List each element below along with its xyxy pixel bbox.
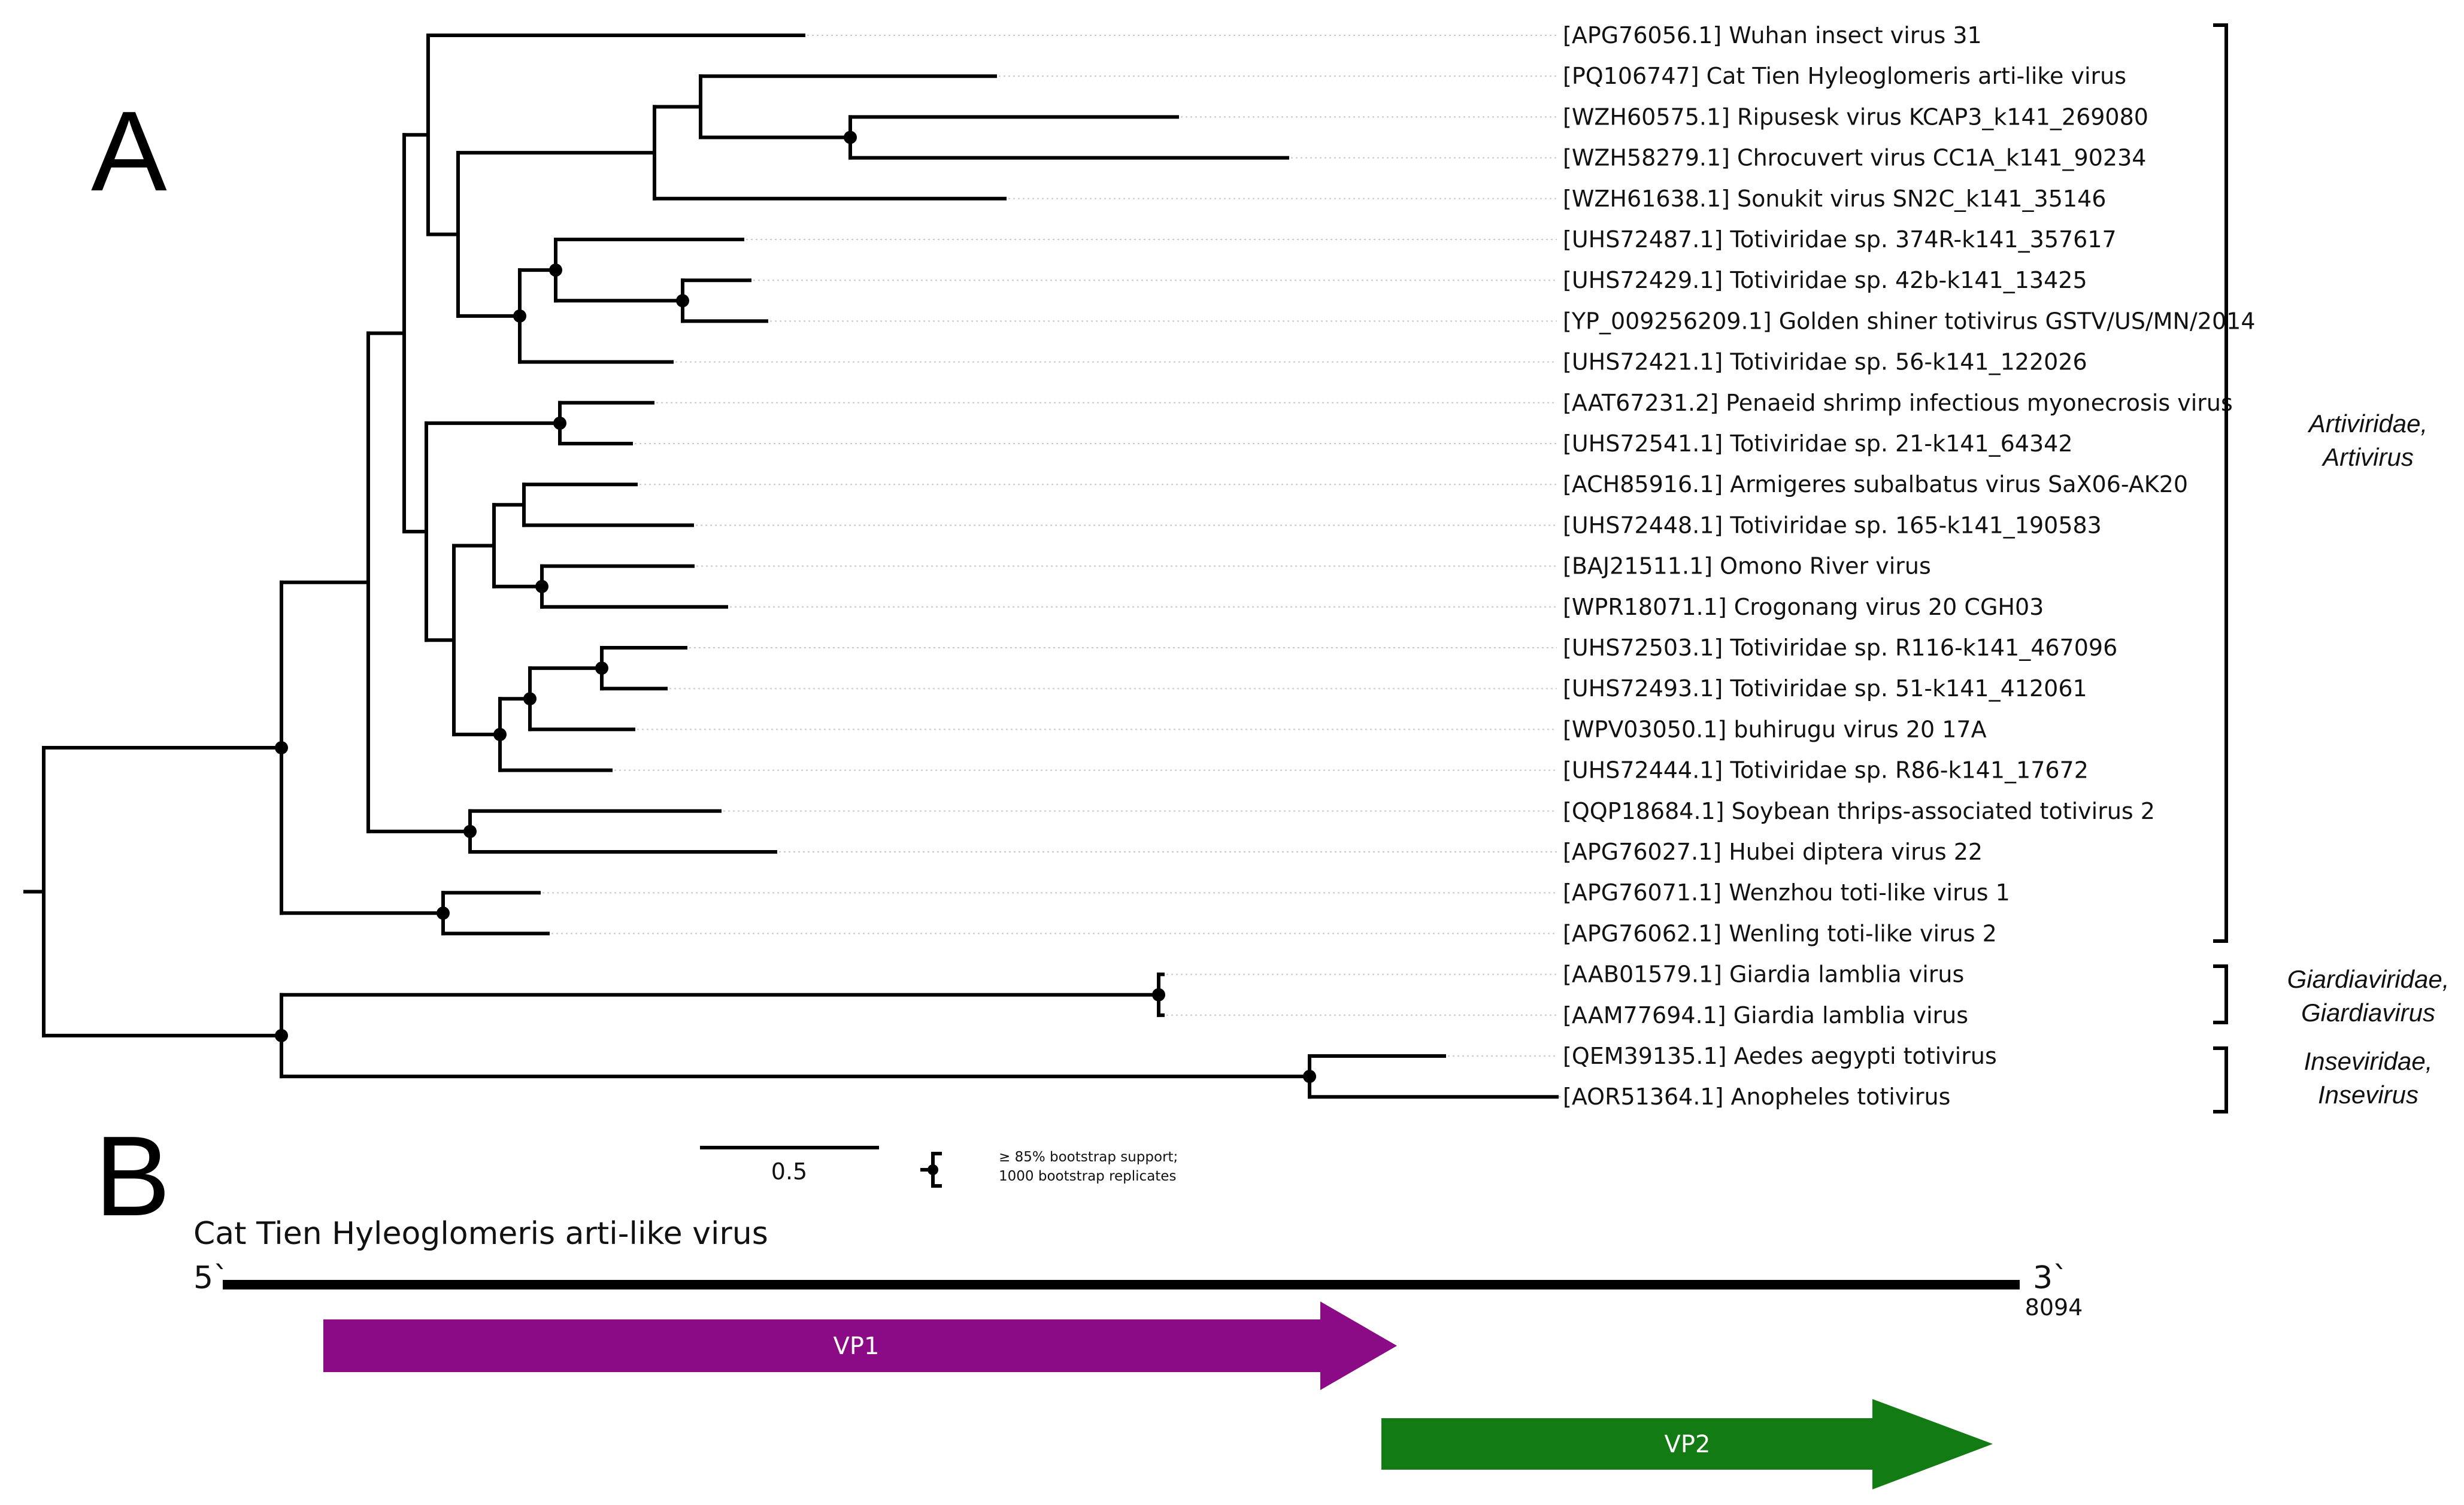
- leaf-label: [AOR51364.1] Anopheles totivirus: [1563, 1084, 1950, 1110]
- genome-length-label: 8094: [2025, 1294, 2083, 1321]
- gene-label-vp1: VP1: [834, 1333, 880, 1360]
- leaf-label: [QQP18684.1] Soybean thrips-associated t…: [1563, 798, 2155, 824]
- leaf-label: [AAT67231.2] Penaeid shrimp infectious m…: [1563, 390, 2233, 416]
- tree-branches: [23, 34, 1559, 1099]
- clade-genus-label: Giardiavirus: [2301, 999, 2435, 1027]
- leaf-label: [UHS72421.1] Totiviridae sp. 56-k141_122…: [1563, 349, 2087, 375]
- bootstrap-node-dot: [523, 692, 537, 706]
- bootstrap-node-dot: [1152, 988, 1165, 1002]
- leaf-label: [WZH60575.1] Ripusesk virus KCAP3_k141_2…: [1563, 104, 2148, 130]
- bootstrap-node-dot: [549, 263, 562, 277]
- clade-giardiaviridae: Giardiaviridae, Giardiavirus: [2213, 964, 2450, 1027]
- leaf-label: [WZH61638.1] Sonukit virus SN2C_k141_351…: [1563, 186, 2106, 212]
- leaf-label: [UHS72448.1] Totiviridae sp. 165-k141_19…: [1563, 512, 2102, 538]
- bootstrap-node-dot: [275, 741, 288, 755]
- clade-genus-label: Insevirus: [2318, 1081, 2418, 1109]
- bootstrap-node-dot: [493, 727, 507, 741]
- leaf-label: [UHS72444.1] Totiviridae sp. R86-k141_17…: [1563, 757, 2089, 784]
- genome-map: Cat Tien Hyleoglomeris arti-like virus 5…: [193, 1216, 2083, 1489]
- leaf-label: [AAB01579.1] Giardia lamblia virus: [1563, 961, 1964, 988]
- panel-a-label: A: [91, 88, 167, 215]
- leaf-label: [YP_009256209.1] Golden shiner totivirus…: [1563, 308, 2256, 334]
- leaf-labels: [APG76056.1] Wuhan insect virus 31 [PQ106…: [1563, 22, 2256, 1110]
- legend-line-2: 1000 bootstrap replicates: [999, 1169, 1176, 1184]
- clade-family-label: Inseviridae,: [2304, 1047, 2433, 1075]
- bootstrap-node-dot: [437, 906, 450, 920]
- leaf-label: [WPV03050.1] buhirugu virus 20 17A: [1563, 716, 1987, 742]
- leaf-label-highlighted: [PQ106747] Cat Tien Hyleoglomeris arti-l…: [1563, 63, 2126, 89]
- clade-bracket: [2213, 23, 2228, 943]
- gene-label-vp2: VP2: [1665, 1431, 1711, 1458]
- bootstrap-node-dot: [513, 309, 526, 323]
- bootstrap-node-dot: [676, 294, 689, 308]
- leaf-label: [APG76071.1] Wenzhou toti-like virus 1: [1563, 879, 2010, 906]
- leader-lines: [542, 35, 1560, 1098]
- leaf-label: [QEM39135.1] Aedes aegypti totivirus: [1563, 1043, 1997, 1069]
- clade-artiviridae: Artiviridae, Artivirus: [2213, 23, 2427, 943]
- bootstrap-node-dot: [463, 824, 477, 838]
- clade-family-label: Artiviridae,: [2307, 409, 2427, 438]
- leaf-label: [UHS72503.1] Totiviridae sp. R116-k141_4…: [1563, 635, 2117, 661]
- leaf-label: [UHS72429.1] Totiviridae sp. 42b-k141_13…: [1563, 267, 2087, 293]
- clade-family-label: Giardiaviridae,: [2287, 965, 2450, 993]
- leaf-label: [UHS72493.1] Totiviridae sp. 51-k141_412…: [1563, 675, 2087, 702]
- genome-title: Cat Tien Hyleoglomeris arti-like virus: [193, 1216, 768, 1252]
- five-prime-label: 5`: [193, 1260, 229, 1296]
- leaf-label: [APG76056.1] Wuhan insect virus 31: [1563, 22, 1982, 48]
- leaf-label: [APG76062.1] Wenling toti-like virus 2: [1563, 920, 1997, 946]
- bootstrap-node-dot: [275, 1028, 288, 1042]
- bootstrap-node-dot: [844, 131, 857, 144]
- clade-inseviridae: Inseviridae, Insevirus: [2213, 1046, 2433, 1113]
- leaf-label: [BAJ21511.1] Omono River virus: [1563, 553, 1931, 579]
- leaf-label: [APG76027.1] Hubei diptera virus 22: [1563, 839, 1983, 865]
- leaf-label: [ACH85916.1] Armigeres subalbatus virus …: [1563, 471, 2188, 497]
- leaf-label: [UHS72541.1] Totiviridae sp. 21-k141_643…: [1563, 430, 2073, 457]
- gene-arrow-vp2: [1381, 1399, 1993, 1489]
- clade-bracket: [2213, 964, 2228, 1024]
- bootstrap-node-dot: [1303, 1070, 1316, 1084]
- panel-b-label: B: [95, 1113, 171, 1240]
- leaf-label: [WPR18071.1] Crogonang virus 20 CGH03: [1563, 594, 2044, 620]
- bootstrap-node-dot: [535, 579, 548, 593]
- bootstrap-dot-icon: [928, 1164, 938, 1175]
- scale-bar-label: 0.5: [771, 1158, 807, 1185]
- clade-genus-label: Artivirus: [2321, 443, 2414, 471]
- three-prime-label: 3`: [2033, 1260, 2068, 1296]
- scale-bar: 0.5: [700, 1146, 879, 1185]
- bootstrap-node-dot: [595, 662, 608, 675]
- gene-arrow-vp1: [323, 1301, 1397, 1390]
- leaf-label: [UHS72487.1] Totiviridae sp. 374R-k141_3…: [1563, 226, 2117, 253]
- bootstrap-node-dot: [553, 416, 566, 430]
- leaf-label: [AAM77694.1] Giardia lamblia virus: [1563, 1002, 1968, 1028]
- clade-bracket: [2213, 1046, 2228, 1113]
- legend-line-1: ≥ 85% bootstrap support;: [999, 1149, 1178, 1165]
- bootstrap-legend: ≥ 85% bootstrap support; 1000 bootstrap …: [920, 1149, 1178, 1188]
- leaf-label: [WZH58279.1] Chrocuvert virus CC1A_k141_…: [1563, 145, 2146, 171]
